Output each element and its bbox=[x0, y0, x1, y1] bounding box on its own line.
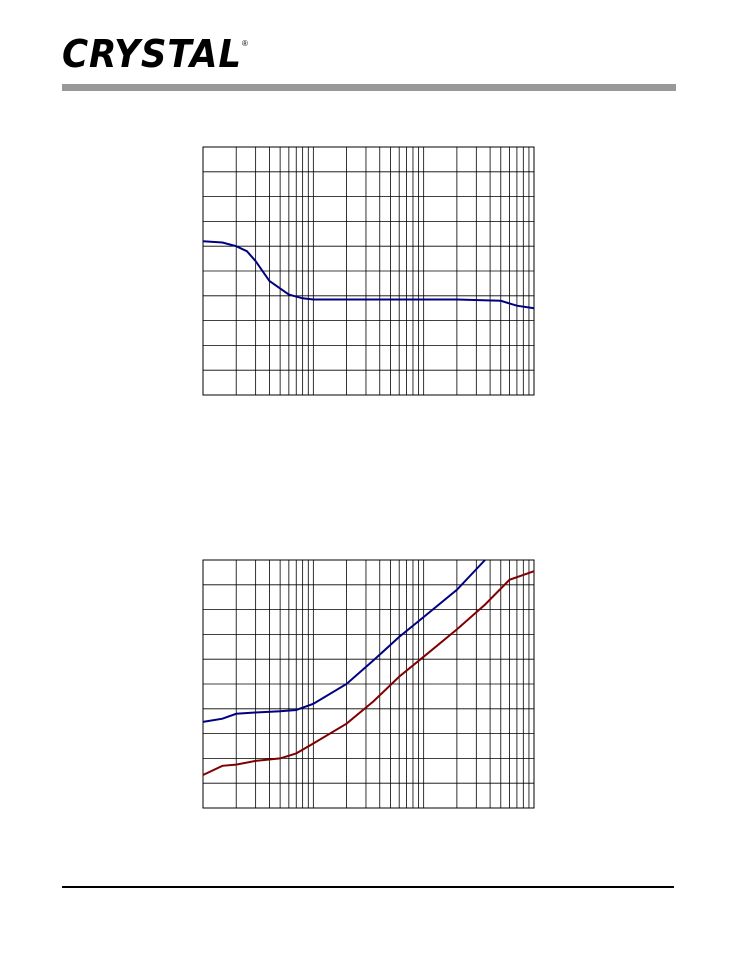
data-line bbox=[202, 570, 535, 776]
data-line bbox=[202, 240, 535, 310]
plot-frame bbox=[202, 559, 535, 809]
logo: CRYSTAL bbox=[62, 32, 242, 76]
header-bar bbox=[62, 84, 676, 91]
plot-frame bbox=[202, 146, 535, 396]
data-line bbox=[202, 559, 486, 723]
registered-mark: ® bbox=[242, 39, 248, 48]
